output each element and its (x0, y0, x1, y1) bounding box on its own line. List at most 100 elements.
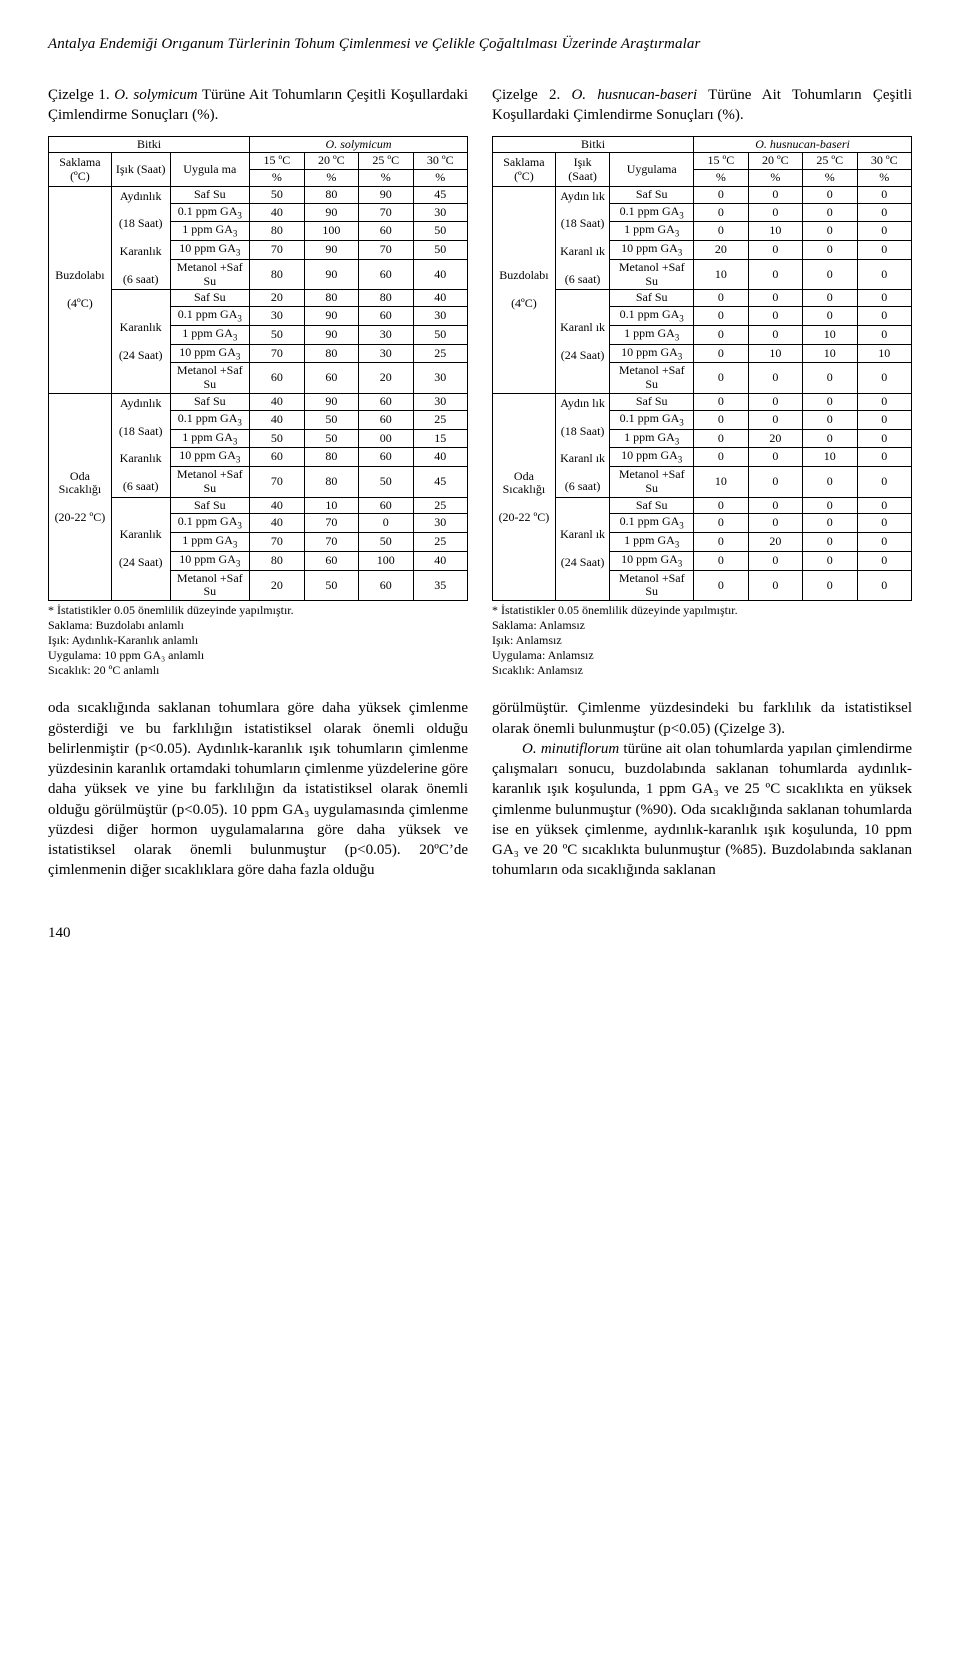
value-cell: 0 (694, 307, 748, 326)
value-cell: 0 (803, 467, 857, 498)
value-cell: 10 (694, 259, 748, 290)
value-cell: 50 (250, 186, 304, 203)
storage-cell: Oda Sıcaklığı(20-22 ºC) (49, 394, 112, 601)
footnote-line: Işık: Aydınlık-Karanlık anlamlı (48, 633, 468, 648)
temp-15: 15 ºC (694, 153, 748, 170)
value-cell: 0 (857, 259, 911, 290)
value-cell: 60 (359, 222, 413, 241)
footnote-line: Uygulama: Anlamsız (492, 648, 912, 663)
pct: % (304, 170, 358, 187)
table-row: Buzdolabı(4ºC)Aydın lık(18 Saat)Karanl ı… (493, 186, 912, 203)
treatment-cell: 10 ppm GA3 (610, 448, 694, 467)
value-cell: 30 (413, 307, 467, 326)
value-cell: 90 (304, 203, 358, 222)
value-cell: 20 (748, 533, 802, 552)
value-cell: 35 (413, 570, 467, 601)
treatment-cell: Saf Su (170, 186, 250, 203)
value-cell: 45 (413, 186, 467, 203)
value-cell: 0 (359, 514, 413, 533)
value-cell: 70 (359, 203, 413, 222)
col-isik: Işık (Saat) (111, 153, 170, 187)
light-cell: Karanl ık(24 Saat) (555, 497, 609, 601)
value-cell: 60 (359, 410, 413, 429)
footnote-line: * İstatistikler 0.05 önemlilik düzeyinde… (48, 603, 468, 618)
hdr-bitki: Bitki (49, 136, 250, 153)
value-cell: 25 (413, 410, 467, 429)
value-cell: 80 (250, 222, 304, 241)
value-cell: 0 (803, 394, 857, 411)
caption-right-species: O. husnucan-baseri (571, 87, 697, 103)
table-row: Saklama (ºC) Işık (Saat) Uygulama 15 ºC … (493, 153, 912, 170)
footnote-line: Sıcaklık: Anlamsız (492, 663, 912, 678)
value-cell: 60 (359, 307, 413, 326)
treatment-cell: 1 ppm GA3 (610, 533, 694, 552)
table-row: Buzdolabı(4ºC)Aydınlık(18 Saat)Karanlık(… (49, 186, 468, 203)
caption-left: Çizelge 1. O. solymicum Türüne Ait Tohum… (48, 85, 468, 126)
footnotes-left: * İstatistikler 0.05 önemlilik düzeyinde… (48, 603, 468, 678)
value-cell: 0 (694, 394, 748, 411)
body-right-2: türüne ait olan tohumlarda yapılan çimle… (492, 741, 912, 879)
value-cell: 0 (694, 448, 748, 467)
treatment-cell: 10 ppm GA3 (170, 551, 250, 570)
value-cell: 10 (803, 344, 857, 363)
value-cell: 0 (803, 222, 857, 241)
value-cell: 0 (694, 570, 748, 601)
value-cell: 10 (748, 222, 802, 241)
value-cell: 0 (857, 222, 911, 241)
treatment-cell: 10 ppm GA3 (170, 448, 250, 467)
hdr-bitki: Bitki (493, 136, 694, 153)
value-cell: 25 (413, 533, 467, 552)
value-cell: 20 (250, 570, 304, 601)
value-cell: 0 (748, 259, 802, 290)
treatment-cell: Saf Su (170, 497, 250, 514)
value-cell: 40 (413, 290, 467, 307)
temp-15: 15 ºC (250, 153, 304, 170)
value-cell: 0 (694, 533, 748, 552)
treatment-cell: Metanol +Saf Su (610, 259, 694, 290)
treatment-cell: 0.1 ppm GA3 (170, 203, 250, 222)
body-right-1: görülmüştür. Çimlenme yüzdesindeki bu fa… (492, 700, 912, 736)
treatment-cell: Saf Su (610, 186, 694, 203)
value-cell: 50 (413, 241, 467, 260)
treatment-cell: 0.1 ppm GA3 (610, 203, 694, 222)
treatment-cell: Metanol +Saf Su (610, 363, 694, 394)
treatment-cell: 1 ppm GA3 (610, 222, 694, 241)
value-cell: 0 (694, 514, 748, 533)
light-cell: Karanlık(24 Saat) (111, 497, 170, 601)
table-left: Bitki O. solymicum Saklama (ºC) Işık (Sa… (48, 136, 468, 602)
treatment-cell: Saf Su (610, 497, 694, 514)
value-cell: 25 (413, 344, 467, 363)
value-cell: 90 (304, 326, 358, 345)
light-cell: Karanl ık(24 Saat) (555, 290, 609, 394)
temp-30: 30 ºC (413, 153, 467, 170)
value-cell: 0 (857, 429, 911, 448)
treatment-cell: Saf Su (170, 290, 250, 307)
value-cell: 30 (413, 203, 467, 222)
storage-cell: Buzdolabı(4ºC) (493, 186, 556, 393)
table-row: Bitki O. husnucan-baseri (493, 136, 912, 153)
light-cell: Aydın lık(18 Saat)Karanl ık(6 saat) (555, 394, 609, 498)
value-cell: 50 (359, 467, 413, 498)
pct: % (857, 170, 911, 187)
value-cell: 10 (857, 344, 911, 363)
value-cell: 15 (413, 429, 467, 448)
footnote-line: Sıcaklık: 20 ºC anlamlı (48, 663, 468, 678)
tables-row: Çizelge 1. O. solymicum Türüne Ait Tohum… (48, 85, 912, 678)
table-row: Karanlık(24 Saat)Saf Su40106025 (49, 497, 468, 514)
value-cell: 90 (304, 307, 358, 326)
value-cell: 0 (803, 497, 857, 514)
value-cell: 70 (250, 533, 304, 552)
table-row: Karanl ık(24 Saat)Saf Su0000 (493, 290, 912, 307)
value-cell: 0 (803, 429, 857, 448)
temp-30: 30 ºC (857, 153, 911, 170)
value-cell: 0 (803, 514, 857, 533)
value-cell: 30 (359, 326, 413, 345)
table-row: Bitki O. solymicum (49, 136, 468, 153)
value-cell: 0 (694, 551, 748, 570)
value-cell: 0 (857, 467, 911, 498)
value-cell: 0 (748, 326, 802, 345)
value-cell: 0 (857, 203, 911, 222)
footnote-line: Uygulama: 10 ppm GA₃ anlamlı (48, 648, 468, 663)
value-cell: 100 (359, 551, 413, 570)
value-cell: 0 (803, 259, 857, 290)
